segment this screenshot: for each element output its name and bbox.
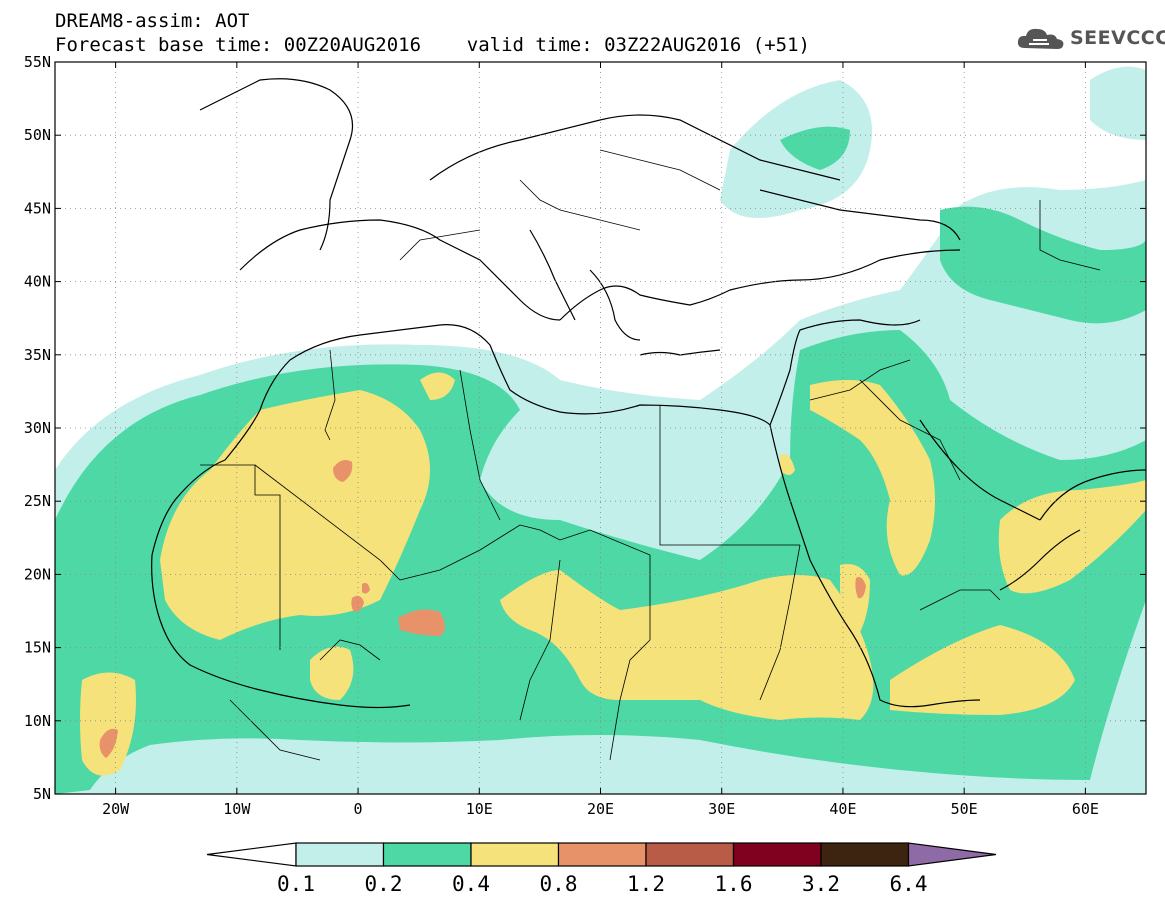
country-borders xyxy=(200,149,1101,761)
lon-tick-label: 30E xyxy=(708,800,735,818)
coastlines xyxy=(151,78,1146,709)
colorbar-segment xyxy=(295,842,385,867)
lon-tick-label: 10E xyxy=(466,800,493,818)
colorbar-segment xyxy=(645,842,735,867)
lat-tick-label: 55N xyxy=(24,53,51,71)
lat-tick-label: 35N xyxy=(24,346,51,364)
logo-text: SEEVCCC xyxy=(1070,27,1165,49)
lat-tick-label: 5N xyxy=(33,785,51,803)
colorbar-high-arrow xyxy=(907,842,997,867)
lon-tick-label: 60E xyxy=(1072,800,1099,818)
lat-tick-label: 45N xyxy=(24,199,51,217)
cloud-icon xyxy=(1017,28,1064,49)
lon-tick-label: 20E xyxy=(587,800,614,818)
colorbar-segment xyxy=(382,842,472,867)
gridlines xyxy=(55,62,1146,794)
seevccc-logo: SEEVCCC xyxy=(1015,24,1165,52)
lon-tick-label: 0 xyxy=(354,800,363,818)
lat-tick-label: 30N xyxy=(24,419,51,437)
colorbar-segment xyxy=(557,842,647,867)
colorbar-label: 0.2 xyxy=(365,872,403,896)
colorbar-label: 6.4 xyxy=(890,872,928,896)
lat-tick-label: 50N xyxy=(24,126,51,144)
latitude-axis: 55N 50N 45N 40N 35N 30N 25N 20N 15N 10N 5N xyxy=(24,53,1146,803)
title-line-2: Forecast base time: 00Z20AUG2016 valid t… xyxy=(55,34,810,56)
lat-tick-label: 10N xyxy=(24,712,51,730)
lat-tick-label: 20N xyxy=(24,565,51,583)
colorbar-segment xyxy=(732,842,822,867)
colorbar-segment xyxy=(470,842,560,867)
lat-tick-label: 15N xyxy=(24,639,51,657)
colorbar-segment xyxy=(820,842,910,867)
longitude-axis: 20W 10W 0 10E 20E 30E 40E 50E 60E xyxy=(102,62,1099,818)
colorbar-label: 3.2 xyxy=(802,872,840,896)
colorbar-low-arrow xyxy=(206,842,297,867)
lon-tick-label: 40E xyxy=(829,800,856,818)
title-line-1: DREAM8-assim: AOT xyxy=(55,10,250,32)
lat-tick-label: 25N xyxy=(24,492,51,510)
lon-tick-label: 50E xyxy=(951,800,978,818)
lon-tick-label: 20W xyxy=(102,800,130,818)
colorbar-label: 1.6 xyxy=(715,872,753,896)
colorbar-label: 0.4 xyxy=(452,872,490,896)
colorbar-label: 0.1 xyxy=(277,872,315,896)
colorbar-label: 1.2 xyxy=(627,872,665,896)
lat-tick-label: 40N xyxy=(24,273,51,291)
colorbar-label: 0.8 xyxy=(540,872,578,896)
colorbar: 0.1 0.2 0.4 0.8 1.2 1.6 3.2 6.4 xyxy=(206,842,997,896)
lon-tick-label: 10W xyxy=(223,800,251,818)
